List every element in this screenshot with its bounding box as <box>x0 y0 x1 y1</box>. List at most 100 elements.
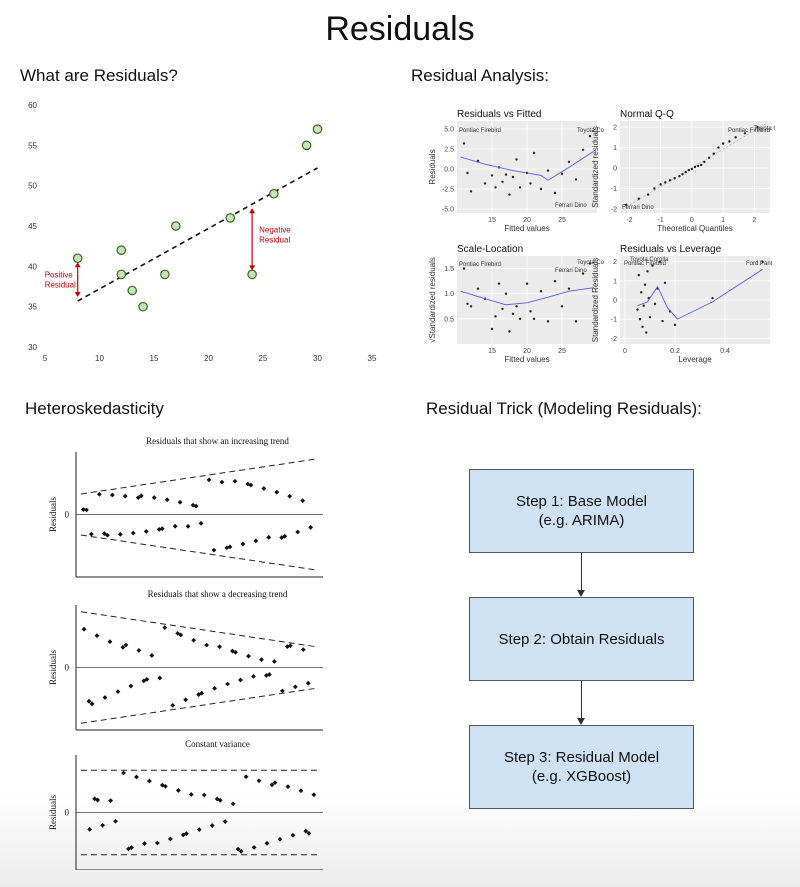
data-point <box>663 281 667 284</box>
x-tick-label: 15 <box>488 217 496 224</box>
residual-point <box>271 659 277 664</box>
panel-title: Scale-Location <box>457 244 523 255</box>
y-tick-label: 50 <box>28 182 37 191</box>
data-point <box>574 320 578 323</box>
y-tick-label: 1 <box>613 145 617 152</box>
data-point <box>508 193 511 196</box>
residual-point <box>298 788 304 794</box>
data-point <box>476 287 480 290</box>
data-point <box>567 287 571 290</box>
data-point <box>501 307 504 310</box>
residual-point <box>89 701 95 707</box>
section-title-what-are-residuals: What are Residuals? <box>20 66 178 85</box>
x-tick-label: 25 <box>558 348 566 355</box>
residual-point <box>122 493 128 499</box>
flow-step-3-title: Step 3: Residual Model <box>503 749 660 766</box>
data-point <box>645 331 648 334</box>
x-tick-label: 5 <box>43 354 48 363</box>
data-point <box>637 273 640 277</box>
data-point <box>539 290 543 293</box>
data-point <box>546 169 550 172</box>
y-tick-label: 60 <box>28 101 37 110</box>
y-tick-label: 2.5 <box>444 147 454 154</box>
data-point <box>539 187 543 191</box>
data-point <box>301 140 312 151</box>
data-point <box>490 327 494 331</box>
residual-point <box>285 784 291 790</box>
residual-point <box>167 836 173 842</box>
x-tick-label: -2 <box>626 217 632 224</box>
data-point <box>581 148 585 151</box>
y-axis-label: Standardized Residuals <box>591 258 600 343</box>
data-point <box>707 156 711 159</box>
data-point <box>756 125 759 129</box>
annotation-label: Residual <box>259 235 290 244</box>
residual-point <box>230 801 236 807</box>
annotation-label: Residual <box>45 281 76 290</box>
residual-point <box>162 625 168 631</box>
residual-point <box>135 495 141 501</box>
residual-point <box>141 678 147 684</box>
residual-point <box>157 675 163 681</box>
residual-point <box>188 792 194 797</box>
residual-point <box>100 822 105 828</box>
flow-step-2-title: Step 2: Obtain Residuals <box>498 630 665 648</box>
residual-point <box>172 523 178 529</box>
x-tick-label: 0.4 <box>720 348 730 355</box>
data-point <box>653 187 656 190</box>
lower-bound-line <box>80 534 319 571</box>
flow-arrow-1 <box>581 553 582 591</box>
point-label: Ferrari Dino <box>622 205 654 211</box>
data-point <box>518 186 522 189</box>
residual-point <box>224 545 230 551</box>
data-point <box>673 323 677 327</box>
data-point <box>116 245 127 255</box>
y-tick-label: 35 <box>28 303 37 312</box>
data-point <box>728 140 731 143</box>
zero-label: 0 <box>65 663 70 673</box>
diagnostic-panel-normal-qq: Normal Q-Q -2 -1 0 1 2 -2 -1 0 1 2 Theoretical Quan… <box>591 109 775 233</box>
residual-point <box>123 642 129 648</box>
heteroskedasticity-chart: Residuals that show an increasing trend 0… <box>48 436 323 870</box>
panel-hetero-increasing: Residuals that show an increasing trend 0… <box>48 436 323 578</box>
data-point <box>497 282 501 285</box>
x-tick-label: 15 <box>488 348 496 355</box>
y-tick-label: 45 <box>28 222 37 231</box>
residual-point <box>86 698 92 704</box>
data-point <box>553 279 557 283</box>
y-axis-label: √Standardized residuals <box>428 257 437 343</box>
page-title: Residuals <box>325 10 475 48</box>
x-tick-label: 15 <box>150 354 159 363</box>
residual-point <box>227 544 233 550</box>
y-axis-label: Standardized residuals <box>591 126 600 207</box>
residual-point <box>300 498 306 504</box>
residual-scatter-chart: 5 10 15 20 25 30 3530354045505560PositiveResid… <box>28 101 377 363</box>
data-point <box>642 304 645 307</box>
residual-point <box>233 649 238 655</box>
y-tick-label: 0 <box>613 298 617 305</box>
residual-point <box>212 685 218 691</box>
residual-point <box>264 840 270 846</box>
residual-point <box>120 645 126 650</box>
data-point <box>501 180 504 183</box>
panel-title: Residuals vs Leverage <box>620 244 722 255</box>
y-tick-label: 0 <box>613 166 617 173</box>
residual-point <box>163 783 168 789</box>
data-point <box>515 158 518 161</box>
residual-point <box>308 525 314 530</box>
x-tick-label: 35 <box>368 354 377 363</box>
residual-point <box>156 527 162 532</box>
y-tick-label: 1.0 <box>444 291 454 298</box>
y-tick-label: -5.0 <box>442 207 454 214</box>
point-label: Toyota Co <box>577 260 605 266</box>
residual-point <box>138 493 144 499</box>
section-title-heteroskedasticity: Heteroskedasticity <box>25 399 164 418</box>
residual-point <box>147 778 152 784</box>
residual-point <box>287 643 293 649</box>
x-tick-label: 10 <box>95 354 104 363</box>
flow-step-3-box: Step 3: Residual Model (e.g. XGBoost) <box>469 725 694 809</box>
panel-title: Constant variance <box>185 739 250 749</box>
residual-point <box>230 648 235 654</box>
data-point <box>269 188 279 199</box>
residual-point <box>267 672 272 677</box>
